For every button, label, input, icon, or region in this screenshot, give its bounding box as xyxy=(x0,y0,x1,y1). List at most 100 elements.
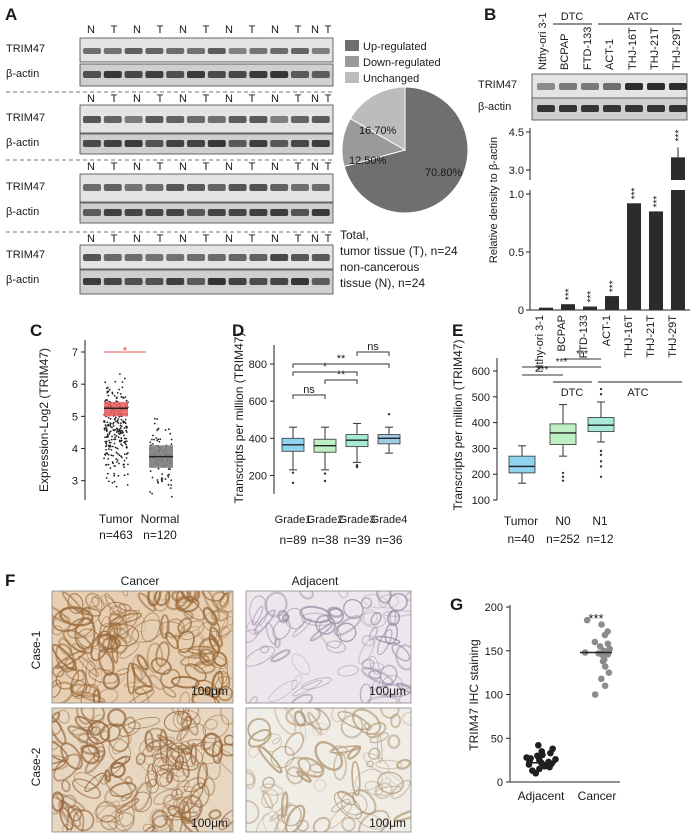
group-label-atc: ATC xyxy=(627,11,648,23)
tissue-structure xyxy=(57,709,70,724)
data-point xyxy=(115,397,118,400)
data-point xyxy=(117,418,120,421)
sig-label: *** xyxy=(537,365,549,376)
tissue-structure xyxy=(249,595,268,626)
bar xyxy=(627,203,641,310)
data-point xyxy=(151,492,154,495)
blot-band xyxy=(124,278,143,285)
blot-band xyxy=(103,209,122,216)
lane-label: N xyxy=(87,161,95,173)
tissue-structure xyxy=(211,670,230,690)
x-label: Grade3 xyxy=(339,514,376,526)
blot-band xyxy=(187,71,205,78)
data-point xyxy=(116,452,119,455)
lane-label: N xyxy=(311,93,319,105)
sample-label: FTD-133 xyxy=(582,27,594,70)
blot-band xyxy=(311,116,330,123)
caption-line: tissue (N), n=24 xyxy=(340,276,425,290)
data-point xyxy=(113,429,116,432)
data-point xyxy=(123,377,126,380)
lane-label: T xyxy=(111,24,118,36)
tissue-structure xyxy=(163,710,193,732)
tissue-structure xyxy=(359,683,372,703)
data-point xyxy=(120,422,122,424)
data-point xyxy=(117,436,120,439)
blot-band xyxy=(249,48,268,54)
tissue-structure xyxy=(90,725,101,736)
data-point xyxy=(114,465,116,467)
blot-band xyxy=(291,278,309,285)
legend-swatch-unchanged xyxy=(345,72,359,83)
blot-band xyxy=(603,83,621,90)
sig-label: *** xyxy=(576,349,588,360)
box xyxy=(377,434,401,445)
data-point xyxy=(113,480,116,483)
tissue-structure xyxy=(124,776,133,785)
data-point xyxy=(105,387,108,390)
tick-label: 3 xyxy=(72,476,78,488)
lane-label: T xyxy=(295,233,302,245)
tissue-structure xyxy=(151,809,169,829)
lane-label: T xyxy=(111,161,118,173)
tissue-structure xyxy=(260,645,270,654)
tissue-structure xyxy=(152,591,171,612)
tissue-structure xyxy=(247,729,272,748)
blot-band xyxy=(83,140,101,147)
tissue-structure xyxy=(270,745,295,769)
blot-band xyxy=(228,184,247,191)
data-point xyxy=(109,425,112,428)
tissue-structure xyxy=(365,781,384,796)
tissue-structure xyxy=(197,621,220,641)
lane-label: N xyxy=(225,24,233,36)
tissue-structure xyxy=(221,616,233,639)
data-point xyxy=(109,467,112,470)
sig-bracket xyxy=(292,363,390,368)
lane-label: N xyxy=(225,233,233,245)
data-point xyxy=(152,434,154,437)
blot-band xyxy=(187,116,205,123)
tissue-structure xyxy=(183,609,194,620)
tissue-structure xyxy=(388,592,408,612)
data-point xyxy=(536,765,543,773)
tissue-structure xyxy=(301,612,333,627)
blot-band xyxy=(228,140,247,147)
tissue-structure xyxy=(164,591,192,611)
lane-label: N xyxy=(225,161,233,173)
blot-band xyxy=(145,116,164,123)
tissue-structure xyxy=(361,658,375,670)
sig-star: * xyxy=(123,344,128,358)
pie-slice-unchanged xyxy=(349,86,406,151)
data-point xyxy=(107,448,110,450)
lane-label: N xyxy=(133,24,141,36)
blot-band xyxy=(207,140,226,147)
column-label-cancer: Cancer xyxy=(121,574,160,588)
image-frame xyxy=(245,590,412,704)
blot-band xyxy=(166,116,185,123)
bar xyxy=(671,190,685,310)
lane-label: N xyxy=(271,93,279,105)
ihc-image-cancer-case-2 xyxy=(51,707,234,833)
sig-bracket xyxy=(292,371,358,376)
sample-label: FTD-133 xyxy=(578,315,590,358)
data-point xyxy=(125,443,128,446)
tick-label: 800 xyxy=(249,359,267,371)
data-point xyxy=(120,431,122,434)
tissue-structure xyxy=(170,788,183,801)
tissue-structure xyxy=(67,805,82,822)
tissue-structure xyxy=(389,609,397,626)
data-point xyxy=(151,443,154,445)
n-label: n=36 xyxy=(375,533,402,547)
data-point xyxy=(106,436,108,439)
data-point xyxy=(591,638,599,646)
tissue-structure xyxy=(159,728,169,764)
tissue-structure xyxy=(72,809,95,832)
data-point xyxy=(150,438,153,441)
tissue-structure xyxy=(146,778,160,794)
tissue-structure xyxy=(104,774,133,799)
tissue-structure xyxy=(183,777,206,793)
blot-band xyxy=(103,71,122,78)
blot-set-3: TRIM47 β-actin xyxy=(6,173,334,224)
tissue-structure xyxy=(208,809,222,820)
data-point xyxy=(120,455,122,458)
